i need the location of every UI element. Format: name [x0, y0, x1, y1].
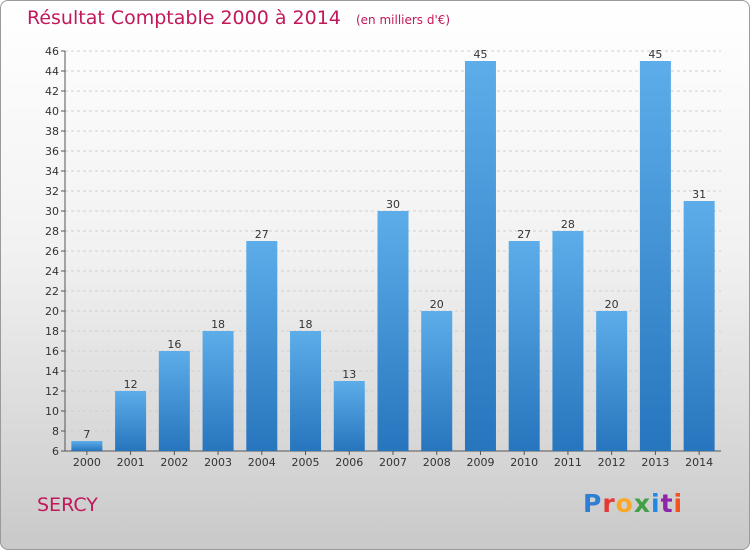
x-tick-label: 2012 [598, 456, 626, 469]
y-tick-label: 36 [45, 145, 59, 158]
value-label: 28 [561, 218, 575, 231]
bar-2013[interactable] [639, 61, 671, 451]
title-row: Résultat Comptable 2000 à 2014 (en milli… [27, 7, 450, 29]
y-tick-label: 24 [45, 265, 59, 278]
value-label: 45 [473, 48, 487, 61]
logo-letter: P [583, 489, 603, 518]
x-tick-label: 2006 [335, 456, 363, 469]
x-tick-label: 2002 [160, 456, 188, 469]
y-tick-label: 10 [45, 405, 59, 418]
chart-title: Résultat Comptable 2000 à 2014 [27, 7, 341, 29]
y-tick-label: 30 [45, 205, 59, 218]
value-label: 7 [83, 428, 90, 441]
x-tick-label: 2005 [292, 456, 320, 469]
bar-2002[interactable] [158, 351, 190, 451]
bar-2007[interactable] [377, 211, 409, 451]
y-tick-label: 12 [45, 385, 59, 398]
bar-2008[interactable] [421, 311, 453, 451]
bar-2006[interactable] [333, 381, 365, 451]
logo-letter: r [602, 489, 616, 518]
bar-2009[interactable] [464, 61, 496, 451]
logo-letter: o [615, 489, 634, 518]
bar-2010[interactable] [508, 241, 540, 451]
value-label: 18 [299, 318, 313, 331]
y-tick-label: 46 [45, 45, 59, 58]
value-label: 30 [386, 198, 400, 211]
x-tick-label: 2013 [641, 456, 669, 469]
y-tick-label: 38 [45, 125, 59, 138]
y-tick-label: 44 [45, 65, 59, 78]
bar-2005[interactable] [290, 331, 322, 451]
x-tick-label: 2001 [117, 456, 145, 469]
proxiti-logo[interactable]: Proxiti [583, 489, 683, 518]
bar-2001[interactable] [115, 391, 147, 451]
y-tick-label: 8 [52, 425, 59, 438]
x-tick-label: 2011 [554, 456, 582, 469]
value-label: 12 [124, 378, 138, 391]
value-label: 45 [648, 48, 662, 61]
x-tick-label: 2000 [73, 456, 101, 469]
y-tick-label: 42 [45, 85, 59, 98]
value-label: 18 [211, 318, 225, 331]
value-label: 27 [255, 228, 269, 241]
bars [71, 61, 715, 451]
y-tick-label: 32 [45, 185, 59, 198]
y-tick-label: 18 [45, 325, 59, 338]
bar-2004[interactable] [246, 241, 278, 451]
y-tick-label: 40 [45, 105, 59, 118]
x-tick-label: 2009 [466, 456, 494, 469]
chart-subtitle: (en milliers d'€) [355, 13, 451, 27]
logo-letter: i [673, 489, 684, 518]
value-label: 31 [692, 188, 706, 201]
y-tick-label: 26 [45, 245, 59, 258]
value-label: 20 [430, 298, 444, 311]
bar-2012[interactable] [596, 311, 628, 451]
town-name: SERCY [37, 494, 98, 516]
bar-2000[interactable] [71, 441, 103, 451]
value-label: 16 [167, 338, 181, 351]
bar-2003[interactable] [202, 331, 234, 451]
labels: 6 8 10 12 14 16 18 20 22 24 26 28 30 32 34 36 38 40 42 44 46… [45, 45, 713, 469]
y-tick-label: 6 [52, 445, 59, 458]
y-tick-label: 20 [45, 305, 59, 318]
bar-2014[interactable] [683, 201, 715, 451]
x-tick-label: 2010 [510, 456, 538, 469]
value-label: 13 [342, 368, 356, 381]
y-tick-label: 14 [45, 365, 59, 378]
logo-letter: t [660, 489, 674, 518]
x-tick-label: 2004 [248, 456, 276, 469]
x-tick-label: 2003 [204, 456, 232, 469]
x-tick-label: 2007 [379, 456, 407, 469]
bar-2011[interactable] [552, 231, 584, 451]
logo-letter: i [651, 489, 661, 518]
logo-letter: x [633, 489, 651, 518]
y-tick-label: 34 [45, 165, 59, 178]
x-tick-label: 2008 [423, 456, 451, 469]
y-tick-label: 16 [45, 345, 59, 358]
value-label: 27 [517, 228, 531, 241]
x-tick-label: 2014 [685, 456, 713, 469]
value-label: 20 [605, 298, 619, 311]
y-tick-label: 28 [45, 225, 59, 238]
y-tick-label: 22 [45, 285, 59, 298]
